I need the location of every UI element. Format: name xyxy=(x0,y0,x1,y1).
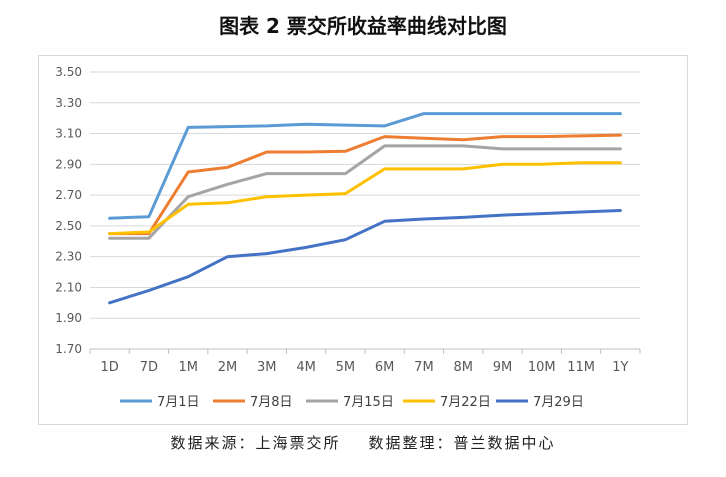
x-tick-label: 6M xyxy=(375,360,395,375)
legend: 7月1日 7月8日 7月15日 7月22日 7月29日 xyxy=(120,395,584,410)
x-tick-label: 1D xyxy=(101,360,119,375)
series-line-1 xyxy=(108,112,622,220)
x-tick-label: 3M xyxy=(257,360,277,375)
x-tick-label: 4M xyxy=(296,360,316,375)
legend-label: 7月15日 xyxy=(343,395,394,410)
series-line-5 xyxy=(108,209,622,305)
y-tick-label: 1.70 xyxy=(55,342,82,356)
x-tick-label: 1Y xyxy=(612,360,628,375)
x-tick-label: 9M xyxy=(493,360,513,375)
series-line-3 xyxy=(108,144,622,240)
y-tick-label: 2.10 xyxy=(55,280,82,294)
series-line-2 xyxy=(108,133,622,236)
footer-compiler: 数据整理：普兰数据中心 xyxy=(368,434,556,452)
y-tick-label: 1.90 xyxy=(55,311,82,325)
y-tick-label: 2.50 xyxy=(55,219,82,233)
footer: 数据来源：上海票交所 数据整理：普兰数据中心 xyxy=(0,432,726,453)
x-tick-label: 10M xyxy=(528,360,556,375)
y-axis-ticks: 1.70 1.90 2.10 2.30 2.50 2.70 2.90 3.10 3.30 3.50 xyxy=(55,65,82,356)
footer-source: 数据来源：上海票交所 xyxy=(170,434,341,452)
legend-label: 7月29日 xyxy=(533,395,584,410)
y-tick-label: 3.50 xyxy=(55,65,82,79)
x-tick-label: 11M xyxy=(567,360,595,375)
chart-title: 图表 2 票交所收益率曲线对比图 xyxy=(219,14,507,38)
y-tick-label: 2.90 xyxy=(55,157,82,171)
chart-frame xyxy=(38,55,688,425)
legend-label: 7月1日 xyxy=(157,395,200,410)
legend-label: 7月8日 xyxy=(250,395,293,410)
series-line-4 xyxy=(108,161,622,236)
x-tick-label: 1M xyxy=(178,360,198,375)
x-tick-label: 5M xyxy=(336,360,356,375)
y-tick-label: 3.30 xyxy=(55,96,82,110)
x-tick-label: 7M xyxy=(414,360,434,375)
x-tick-label: 8M xyxy=(453,360,473,375)
y-tick-label: 3.10 xyxy=(55,127,82,141)
x-axis: 1D 7D 1M 2M 3M 4M 5M 6M 7M 8M 9M 10M 11M 1Y xyxy=(89,349,641,375)
x-tick-label: 7D xyxy=(140,360,158,375)
x-tick-label: 2M xyxy=(218,360,238,375)
legend-label: 7月22日 xyxy=(440,395,491,410)
y-tick-label: 2.70 xyxy=(55,188,82,202)
series-lines xyxy=(108,112,622,305)
y-tick-label: 2.30 xyxy=(55,250,82,264)
